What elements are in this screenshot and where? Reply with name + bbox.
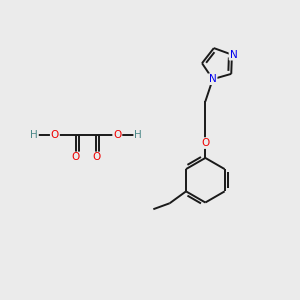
Text: N: N [209, 74, 217, 84]
Text: O: O [72, 152, 80, 162]
Text: H: H [134, 130, 142, 140]
Text: O: O [113, 130, 122, 140]
Text: N: N [230, 50, 237, 60]
Text: O: O [51, 130, 59, 140]
Text: O: O [92, 152, 101, 162]
Text: H: H [30, 130, 38, 140]
Text: O: O [201, 138, 209, 148]
